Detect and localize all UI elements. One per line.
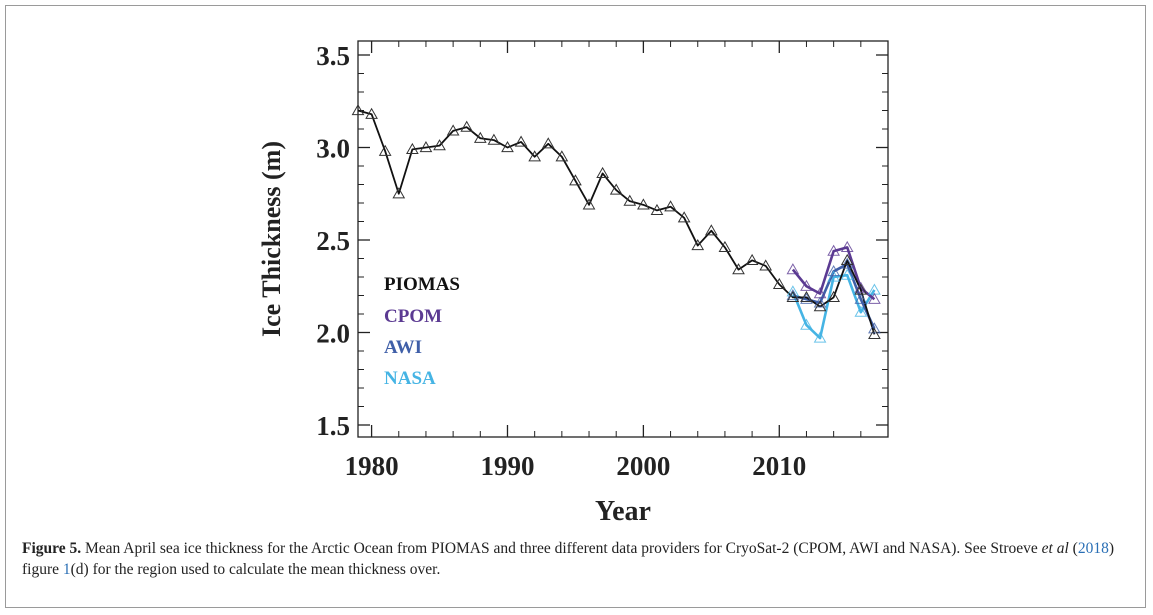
y-tick-label: 3.5 [316, 41, 350, 71]
chart: 1.5 2.0 2.5 3.0 3.5 1980 1990 2000 2010 PIOMAS CP… [257, 40, 889, 527]
legend-entry-piomas: PIOMAS [384, 274, 460, 295]
data-point-piomas [582, 198, 596, 210]
data-point-piomas [691, 239, 705, 251]
data-point-awi [868, 322, 881, 334]
figure-caption: Figure 5. Mean April sea ice thickness f… [22, 538, 1122, 580]
data-point-cpom [840, 240, 854, 253]
data-point-piomas [351, 103, 365, 116]
data-point-piomas [704, 224, 718, 236]
data-point-awi [840, 257, 854, 269]
data-point-cpom [800, 279, 813, 291]
data-point-awi [813, 296, 827, 308]
y-tick-label: 3.0 [316, 134, 350, 164]
data-point-cpom [868, 292, 881, 304]
x-tick-label: 1980 [345, 451, 399, 481]
data-point-piomas [650, 203, 664, 216]
tick-labels: 1.5 2.0 2.5 3.0 3.5 1980 1990 2000 2010 [316, 41, 806, 481]
data-point-piomas [718, 240, 732, 253]
y-axis-label: Ice Thickness (m) [257, 141, 286, 337]
caption-ref-year-link[interactable]: 2018 [1077, 540, 1109, 557]
data-point-awi [786, 288, 800, 301]
axis-ticks [358, 41, 888, 437]
data-point-piomas [473, 131, 487, 143]
y-tick-label: 1.5 [316, 411, 350, 441]
caption-label: Figure 5. [22, 540, 82, 557]
caption-text-1: Mean April sea ice thickness for the Arc… [81, 540, 1042, 557]
plot-area [357, 40, 889, 438]
data-point-nasa [827, 270, 841, 282]
data-point-nasa [813, 331, 827, 343]
caption-text-2: ( [1068, 540, 1078, 557]
x-tick-label: 2000 [616, 451, 670, 481]
series-markers [351, 103, 881, 343]
data-point-cpom [854, 281, 868, 293]
data-point-awi [827, 264, 841, 277]
caption-text-3: ) figure [22, 540, 1114, 578]
data-point-cpom [813, 287, 827, 299]
data-point-cpom [786, 263, 800, 275]
series-lines [357, 109, 876, 340]
data-point-piomas [569, 174, 582, 186]
data-point-piomas [732, 263, 745, 275]
data-point-piomas [609, 183, 623, 195]
data-point-piomas [813, 300, 827, 312]
caption-ref-figure-link[interactable]: 1 [62, 561, 71, 578]
caption-text-4: (d) for the region used to calculate the… [70, 561, 441, 578]
data-point-nasa [840, 268, 854, 280]
data-point-piomas [528, 150, 542, 162]
legend-entry-nasa: NASA [384, 368, 436, 389]
data-point-cpom [827, 244, 841, 256]
data-point-awi [800, 292, 813, 304]
data-point-piomas [446, 124, 460, 136]
data-point-piomas [786, 290, 800, 302]
data-point-piomas [840, 253, 854, 265]
series-line-piomas [357, 109, 876, 335]
data-point-piomas [405, 142, 419, 154]
data-point-piomas [365, 107, 378, 119]
x-axis-label: Year [595, 496, 651, 527]
caption-etal: et al [1041, 540, 1069, 557]
legend-entry-awi: AWI [384, 337, 422, 358]
data-point-piomas [378, 144, 392, 156]
data-point-piomas [487, 133, 501, 145]
x-tick-label: 2010 [752, 451, 806, 481]
data-point-piomas [392, 187, 406, 199]
data-point-piomas [623, 194, 637, 206]
y-tick-label: 2.0 [316, 319, 350, 349]
data-point-piomas [827, 290, 841, 302]
figure-frame [5, 5, 1146, 608]
data-point-nasa [854, 305, 868, 317]
data-point-piomas [419, 140, 433, 153]
data-point-piomas [745, 253, 759, 265]
data-point-piomas [555, 150, 569, 162]
legend-entry-cpom: CPOM [384, 306, 442, 327]
data-point-piomas [759, 259, 773, 271]
data-point-piomas [514, 135, 528, 147]
data-point-piomas [541, 137, 555, 149]
data-point-piomas [772, 277, 786, 290]
data-point-piomas [501, 140, 514, 153]
data-point-piomas [460, 120, 474, 132]
data-point-nasa [786, 285, 800, 297]
data-point-piomas [637, 198, 650, 210]
data-point-piomas [664, 200, 677, 212]
data-point-nasa [868, 283, 881, 295]
data-point-piomas [854, 283, 868, 295]
x-tick-label: 1990 [480, 451, 534, 481]
data-point-piomas [868, 327, 881, 339]
y-tick-label: 2.5 [316, 226, 350, 256]
legend: PIOMAS CPOM AWI NASA [384, 274, 460, 389]
data-point-piomas [433, 139, 446, 151]
data-point-nasa [800, 318, 813, 330]
data-point-piomas [800, 290, 813, 302]
data-point-piomas [596, 166, 609, 179]
data-point-piomas [677, 211, 691, 223]
series-line-nasa [791, 273, 876, 340]
data-point-awi [854, 292, 868, 304]
